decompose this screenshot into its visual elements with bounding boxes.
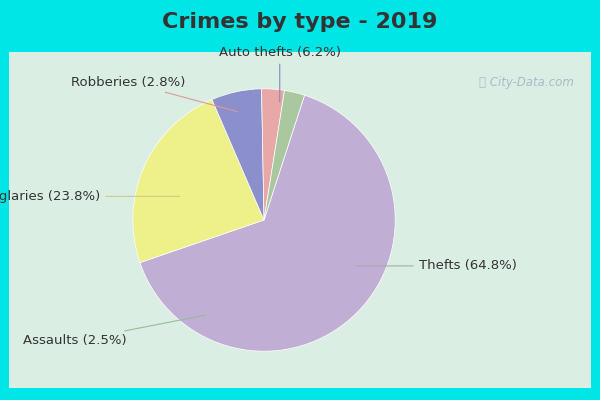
- Wedge shape: [264, 90, 305, 220]
- Wedge shape: [133, 100, 264, 263]
- Wedge shape: [212, 89, 264, 220]
- Text: Burglaries (23.8%): Burglaries (23.8%): [0, 190, 180, 203]
- Wedge shape: [262, 89, 284, 220]
- Wedge shape: [140, 95, 395, 351]
- Text: Robberies (2.8%): Robberies (2.8%): [71, 76, 238, 112]
- Text: Assaults (2.5%): Assaults (2.5%): [23, 315, 206, 347]
- Text: Thefts (64.8%): Thefts (64.8%): [356, 260, 517, 272]
- Text: Auto thefts (6.2%): Auto thefts (6.2%): [219, 46, 341, 102]
- Text: Crimes by type - 2019: Crimes by type - 2019: [163, 12, 437, 32]
- Text: ⓘ City-Data.com: ⓘ City-Data.com: [479, 76, 574, 88]
